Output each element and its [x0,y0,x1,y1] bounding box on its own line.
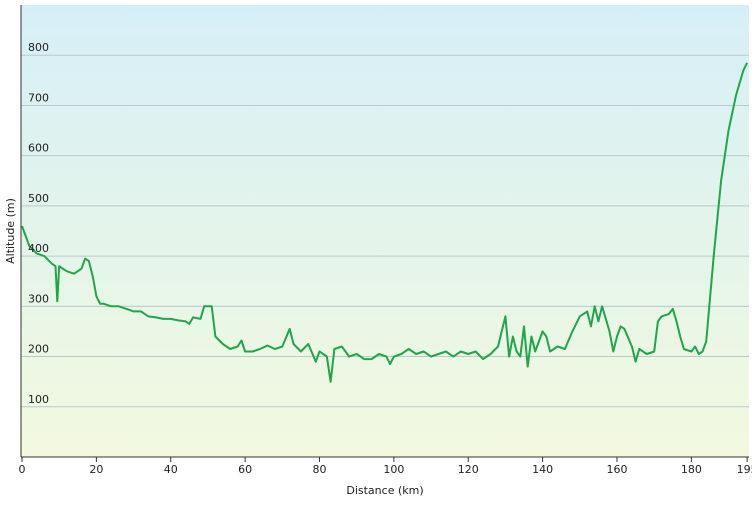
x-tick-label: 80 [312,463,326,476]
y-tick-label: 800 [28,41,49,54]
y-tick-label: 500 [28,192,49,205]
x-tick-label: 160 [606,463,627,476]
y-tick-label: 400 [28,242,49,255]
x-tick-label: 60 [238,463,252,476]
y-tick-label: 700 [28,91,49,104]
x-tick-label: 120 [458,463,479,476]
x-tick-label: 0 [19,463,26,476]
altitude-line [21,62,748,383]
x-tick-label: 100 [383,463,404,476]
y-tick-label: 200 [28,343,49,356]
x-axis-label: Distance (km) [346,484,423,497]
y-axis-label: Altitude (m) [4,198,17,264]
x-tick-label: 195 [737,463,752,476]
x-tick-label: 40 [164,463,178,476]
x-tick-label: 20 [89,463,103,476]
plot-area [21,5,749,457]
y-tick-label: 600 [28,142,49,155]
y-tick-label: 100 [28,393,49,406]
x-tick-label: 180 [681,463,702,476]
y-tick-label: 300 [28,292,49,305]
x-tick-label: 140 [532,463,553,476]
